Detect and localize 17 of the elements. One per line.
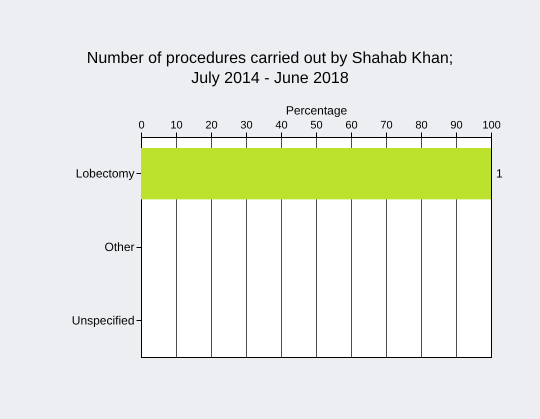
x-tick-label: 60 bbox=[345, 120, 358, 132]
x-tick-label: 20 bbox=[205, 120, 218, 132]
chart-title: Number of procedures carried out by Shahab Khan; July 2014 - June 2018 bbox=[86, 50, 454, 87]
x-tick-label: 50 bbox=[310, 120, 323, 132]
annotation: 1 bbox=[496, 166, 503, 181]
x-tick-label: 70 bbox=[380, 120, 393, 132]
y-tick-label: Other bbox=[104, 240, 134, 254]
x-tick-label: 30 bbox=[240, 120, 253, 132]
x-tick-label: 90 bbox=[450, 120, 463, 132]
x-axis-title: Percentage bbox=[286, 104, 348, 118]
x-tick-label: 0 bbox=[138, 120, 145, 132]
y-tick-label: Lobectomy bbox=[76, 166, 134, 181]
x-tick-label: 100 bbox=[482, 120, 501, 132]
x-tick-label: 10 bbox=[170, 120, 183, 132]
x-tick-label: 80 bbox=[415, 120, 428, 132]
y-tick-label: Unspecified bbox=[72, 313, 134, 328]
x-tick-label: 40 bbox=[275, 120, 288, 132]
